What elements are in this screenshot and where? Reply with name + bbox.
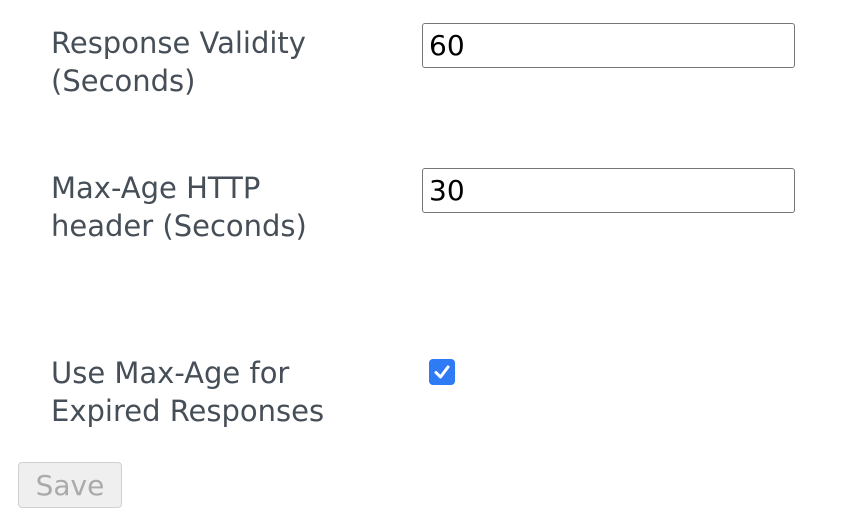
response-validity-input[interactable] [422, 23, 795, 68]
max-age-header-label: Max-Age HTTP header (Seconds) [51, 171, 307, 243]
max-age-header-input[interactable] [422, 168, 795, 213]
response-validity-label: Response Validity (Seconds) [51, 26, 306, 98]
use-max-age-label: Use Max-Age for Expired Responses [51, 356, 325, 428]
checkmark-icon [434, 365, 450, 379]
use-max-age-checkbox[interactable] [429, 359, 455, 385]
save-button[interactable]: Save [18, 462, 122, 508]
